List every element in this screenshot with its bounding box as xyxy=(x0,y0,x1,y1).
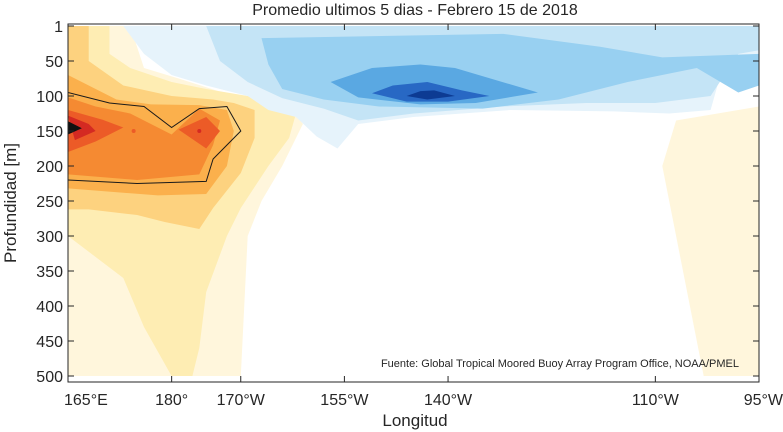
x-tick-label: 95°W xyxy=(744,392,783,409)
contour-region-pos5 xyxy=(68,97,220,180)
marker-layer xyxy=(131,129,202,133)
contour-region-pos7 xyxy=(68,115,96,141)
x-tick-label: 155°W xyxy=(320,392,369,409)
x-tick-label: 180° xyxy=(155,392,188,409)
y-tick-label: 50 xyxy=(45,54,63,71)
y-tick-label: 350 xyxy=(36,264,63,281)
y-tick-label: 450 xyxy=(36,334,63,351)
contour-fill-layer xyxy=(68,26,759,376)
y-tick-label: 400 xyxy=(36,299,63,316)
point-marker xyxy=(131,129,136,133)
x-axis: 165°E 180° 170°W 155°W 140°W 110°W 95°W xyxy=(64,24,783,409)
y-tick-label: 1 xyxy=(54,19,63,36)
point-marker xyxy=(197,129,202,133)
x-tick-label: 170°W xyxy=(217,392,266,409)
y-tick-label: 150 xyxy=(36,124,63,141)
y-tick-label: 200 xyxy=(36,159,63,176)
chart-title: Promedio ultimos 5 dias - Febrero 15 de … xyxy=(252,2,578,19)
y-tick-label: 100 xyxy=(36,89,63,106)
y-tick-label: 250 xyxy=(36,194,63,211)
contour-line xyxy=(68,92,242,185)
contour-region-pos6 xyxy=(68,110,124,152)
x-tick-label: 140°W xyxy=(424,392,473,409)
x-axis-label: Longitud xyxy=(382,411,447,430)
y-axis-label: Profundidad [m] xyxy=(1,143,20,263)
y-tick-label: 300 xyxy=(36,229,63,246)
y-tick-label: 500 xyxy=(36,369,63,386)
x-tick-label: 165°E xyxy=(64,392,108,409)
plot-frame xyxy=(67,23,760,383)
source-annotation: Fuente: Global Tropical Moored Buoy Arra… xyxy=(381,358,739,370)
contour-region-neg6 xyxy=(406,90,455,100)
contour-line-layer xyxy=(68,92,242,185)
contour-region-pos1 xyxy=(662,106,759,376)
x-tick-label: 110°W xyxy=(632,392,680,409)
